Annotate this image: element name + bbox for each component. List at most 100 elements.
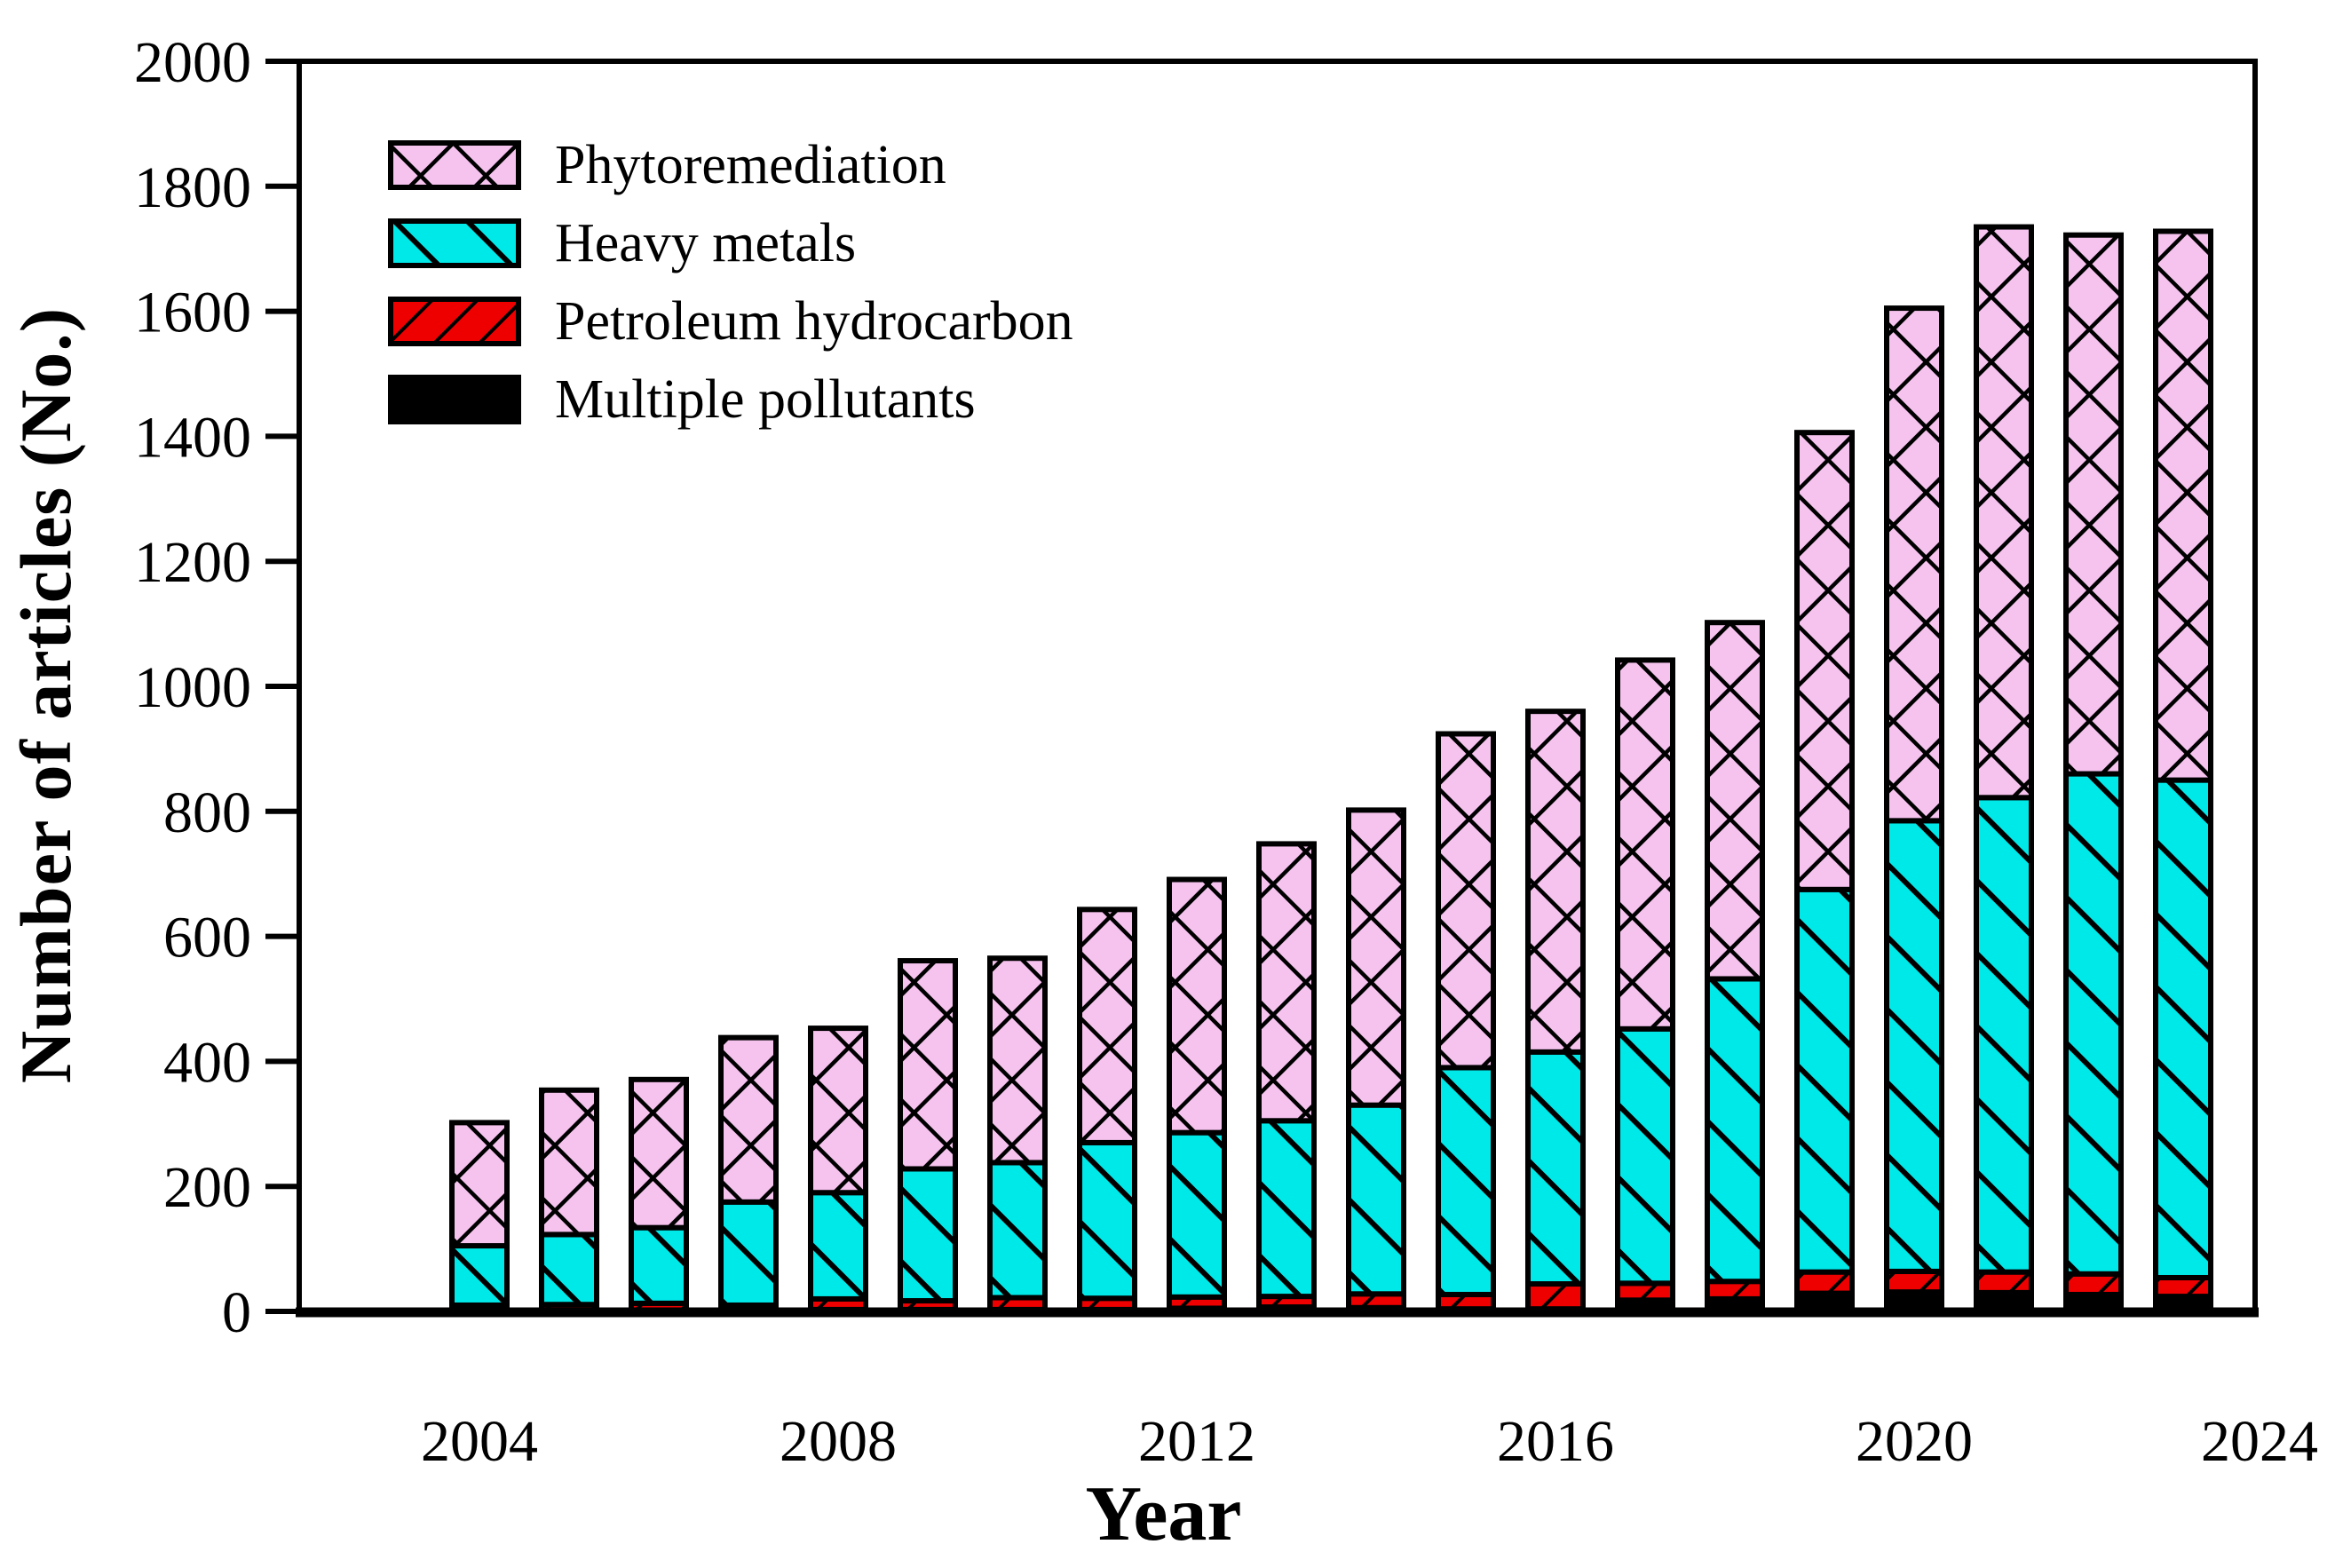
- segment-heavy-metals-2021: [1974, 795, 2034, 1275]
- bar-2018: [1705, 620, 1765, 1315]
- legend-label: Multiple pollutants: [555, 368, 976, 430]
- multiple-pollutants-swatch-icon: [388, 375, 521, 424]
- y-tick-label-2000: 2000: [134, 30, 251, 95]
- segment-petroleum-hydrocarbon-2022: [2063, 1271, 2124, 1297]
- bar-2012: [1167, 876, 1227, 1314]
- bar-2009: [898, 958, 958, 1314]
- bar-2017: [1615, 657, 1675, 1315]
- segment-heavy-metals-2016: [1525, 1049, 1586, 1287]
- segment-heavy-metals-2022: [2063, 771, 2124, 1277]
- petroleum-hydrocarbon-swatch-icon: [388, 297, 521, 346]
- segment-phytoremediation-2004: [449, 1120, 510, 1249]
- bar-2011: [1077, 907, 1137, 1314]
- segment-phytoremediation-2006: [629, 1076, 689, 1231]
- segment-petroleum-hydrocarbon-2019: [1794, 1269, 1855, 1296]
- segment-heavy-metals-2013: [1256, 1118, 1317, 1300]
- bar-2022: [2063, 232, 2124, 1314]
- legend-item-multiple-pollutants: Multiple pollutants: [388, 360, 1073, 439]
- y-tick-label-1800: 1800: [134, 155, 251, 220]
- segment-phytoremediation-2009: [898, 958, 958, 1172]
- bar-2007: [718, 1034, 779, 1314]
- segment-phytoremediation-2018: [1705, 620, 1765, 982]
- legend-label: Heavy metals: [555, 212, 857, 273]
- bar-2016: [1525, 709, 1586, 1314]
- segment-petroleum-hydrocarbon-2021: [1974, 1269, 2034, 1295]
- bar-2005: [539, 1087, 599, 1315]
- segment-phytoremediation-2013: [1256, 841, 1317, 1124]
- segment-phytoremediation-2020: [1884, 305, 1944, 824]
- legend-item-petroleum-hydrocarbon: Petroleum hydrocarbon: [388, 282, 1073, 360]
- segment-heavy-metals-2009: [898, 1166, 958, 1304]
- x-tick-label-2016: 2016: [1497, 1409, 1614, 1474]
- y-tick-label-1000: 1000: [134, 655, 251, 720]
- bar-2015: [1436, 731, 1496, 1314]
- x-tick-label-2004: 2004: [421, 1409, 538, 1474]
- segment-heavy-metals-2010: [987, 1160, 1048, 1301]
- y-tick-label-400: 400: [163, 1030, 251, 1095]
- segment-heavy-metals-2018: [1705, 976, 1765, 1285]
- bar-2008: [808, 1026, 868, 1314]
- segment-heavy-metals-2011: [1077, 1139, 1137, 1302]
- segment-heavy-metals-2008: [808, 1190, 868, 1302]
- segment-phytoremediation-2014: [1346, 807, 1406, 1108]
- segment-phytoremediation-2015: [1436, 731, 1496, 1071]
- segment-phytoremediation-2008: [808, 1026, 868, 1196]
- bar-2006: [629, 1076, 689, 1315]
- y-axis-title: Number of articles (No.): [5, 306, 86, 1084]
- bar-2019: [1794, 430, 1855, 1314]
- segment-phytoremediation-2017: [1615, 657, 1675, 1032]
- segment-heavy-metals-2017: [1615, 1026, 1675, 1287]
- x-tick-label-2012: 2012: [1138, 1409, 1255, 1474]
- segment-heavy-metals-2023: [2153, 777, 2213, 1280]
- x-tick-label-2024: 2024: [2201, 1409, 2318, 1474]
- legend-label: Phytoremediation: [555, 134, 946, 195]
- segment-heavy-metals-2007: [718, 1199, 779, 1308]
- bar-2010: [987, 955, 1048, 1314]
- segment-heavy-metals-2020: [1884, 818, 1944, 1274]
- y-tick-label-1600: 1600: [134, 281, 251, 345]
- heavy-metals-swatch-icon: [388, 218, 521, 268]
- y-tick-label-1400: 1400: [134, 405, 251, 470]
- segment-phytoremediation-2022: [2063, 232, 2124, 777]
- bar-2021: [1974, 224, 2034, 1315]
- y-tick-label-1200: 1200: [134, 530, 251, 595]
- bar-2020: [1884, 305, 1944, 1315]
- y-tick-label-800: 800: [163, 780, 251, 845]
- segment-petroleum-hydrocarbon-2023: [2153, 1274, 2213, 1300]
- segment-phytoremediation-2011: [1077, 907, 1137, 1145]
- legend-label: Petroleum hydrocarbon: [555, 290, 1073, 352]
- y-tick-label-200: 200: [163, 1155, 251, 1220]
- segment-phytoremediation-2005: [539, 1087, 599, 1238]
- bar-2014: [1346, 807, 1406, 1315]
- segment-phytoremediation-2019: [1794, 430, 1855, 892]
- segment-heavy-metals-2014: [1346, 1102, 1406, 1297]
- segment-heavy-metals-2019: [1794, 886, 1855, 1275]
- segment-heavy-metals-2005: [539, 1231, 599, 1308]
- segment-phytoremediation-2016: [1525, 709, 1586, 1055]
- phytoremediation-swatch-icon: [388, 140, 521, 190]
- segment-phytoremediation-2007: [718, 1034, 779, 1205]
- segment-phytoremediation-2010: [987, 955, 1048, 1166]
- x-axis-title: Year: [1085, 1471, 1242, 1557]
- segment-petroleum-hydrocarbon-2016: [1525, 1281, 1586, 1312]
- segment-phytoremediation-2023: [2153, 228, 2213, 783]
- segment-heavy-metals-2012: [1167, 1129, 1227, 1300]
- legend-item-phytoremediation: Phytoremediation: [388, 126, 1073, 204]
- y-tick-label-600: 600: [163, 906, 251, 970]
- x-tick-label-2008: 2008: [780, 1409, 897, 1474]
- legend-item-heavy-metals: Heavy metals: [388, 204, 1073, 282]
- bar-2013: [1256, 841, 1317, 1315]
- segment-heavy-metals-2006: [629, 1224, 689, 1306]
- y-tick-label-0: 0: [222, 1280, 251, 1345]
- segment-phytoremediation-2012: [1167, 876, 1227, 1136]
- segment-heavy-metals-2015: [1436, 1065, 1496, 1297]
- segment-petroleum-hydrocarbon-2020: [1884, 1268, 1944, 1295]
- bar-2023: [2153, 228, 2213, 1315]
- x-tick-label-2020: 2020: [1856, 1409, 1973, 1474]
- segment-phytoremediation-2021: [1974, 224, 2034, 801]
- segment-heavy-metals-2004: [449, 1243, 510, 1308]
- legend: Phytoremediation Heavy metals Petroleum …: [388, 126, 1073, 439]
- bar-2004: [449, 1120, 510, 1315]
